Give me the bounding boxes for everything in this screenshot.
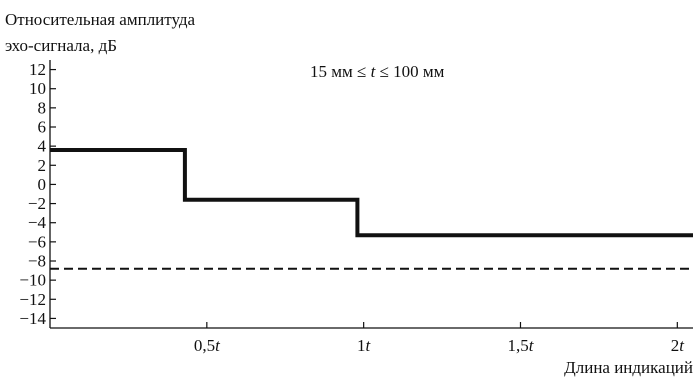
- y-axis-label-line-2: эхо-сигнала, дБ: [5, 36, 117, 55]
- chart-title: 15 мм ≤ t ≤ 100 мм: [310, 62, 445, 81]
- y-tick-label: −10: [19, 271, 46, 290]
- x-axis-label: Длина индикаций: [564, 358, 693, 377]
- title-part-2: ≤ 100 мм: [375, 62, 444, 81]
- y-tick-label: −4: [28, 213, 47, 232]
- title-var: t: [371, 62, 377, 81]
- y-tick-label: 10: [29, 79, 46, 98]
- y-axis-label-line-1: Относительная амплитуда: [5, 10, 196, 29]
- x-tick-label: 0,5t: [194, 336, 221, 355]
- y-tick-label: −14: [19, 309, 46, 328]
- y-tick-label: −2: [28, 194, 46, 213]
- y-tick-label: −6: [28, 232, 46, 251]
- step-line: [50, 148, 693, 238]
- x-tick-label: 2t: [671, 336, 686, 355]
- y-tick-label: −8: [28, 252, 46, 271]
- x-ticks: 0,5t 1t 1,5t 2t: [194, 322, 685, 355]
- x-tick-label: 1t: [357, 336, 372, 355]
- y-tick-label: 2: [38, 156, 47, 175]
- y-tick-label: −12: [19, 290, 46, 309]
- series-group: [50, 148, 693, 270]
- y-tick-label: 6: [38, 118, 47, 137]
- y-tick-label: 12: [29, 60, 46, 79]
- title-part-1: 15 мм ≤: [310, 62, 371, 81]
- y-tick-label: 0: [38, 175, 47, 194]
- y-tick-label: 4: [38, 137, 47, 156]
- y-tick-label: 8: [38, 98, 47, 117]
- x-tick-label: 1,5t: [507, 336, 534, 355]
